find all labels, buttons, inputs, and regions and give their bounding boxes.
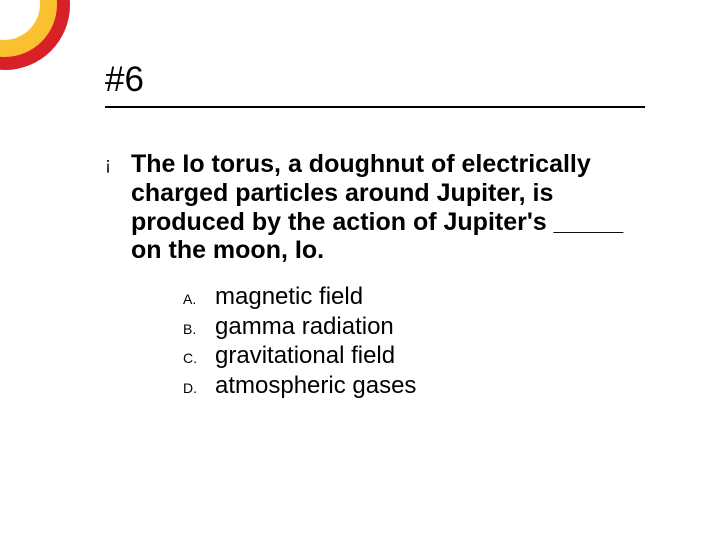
option-text: magnetic field (215, 283, 363, 311)
option-letter: C. (183, 350, 215, 366)
question-text: The Io torus, a doughnut of electrically… (131, 150, 645, 265)
option-a: A. magnetic field (183, 283, 645, 311)
option-d: D. atmospheric gases (183, 372, 645, 400)
option-text: gamma radiation (215, 313, 394, 341)
option-letter: B. (183, 321, 215, 337)
title-area: #6 (105, 60, 645, 108)
option-c: C. gravitational field (183, 342, 645, 370)
slide-title: #6 (105, 60, 645, 100)
corner-decoration (0, 0, 80, 80)
option-b: B. gamma radiation (183, 313, 645, 341)
bullet-icon: ¡ (105, 154, 111, 175)
option-letter: D. (183, 380, 215, 396)
title-underline (105, 106, 645, 108)
content-area: ¡ The Io torus, a doughnut of electrical… (105, 150, 645, 401)
option-letter: A. (183, 291, 215, 307)
options-list: A. magnetic field B. gamma radiation C. … (183, 283, 645, 399)
question-row: ¡ The Io torus, a doughnut of electrical… (105, 150, 645, 265)
option-text: gravitational field (215, 342, 395, 370)
option-text: atmospheric gases (215, 372, 416, 400)
